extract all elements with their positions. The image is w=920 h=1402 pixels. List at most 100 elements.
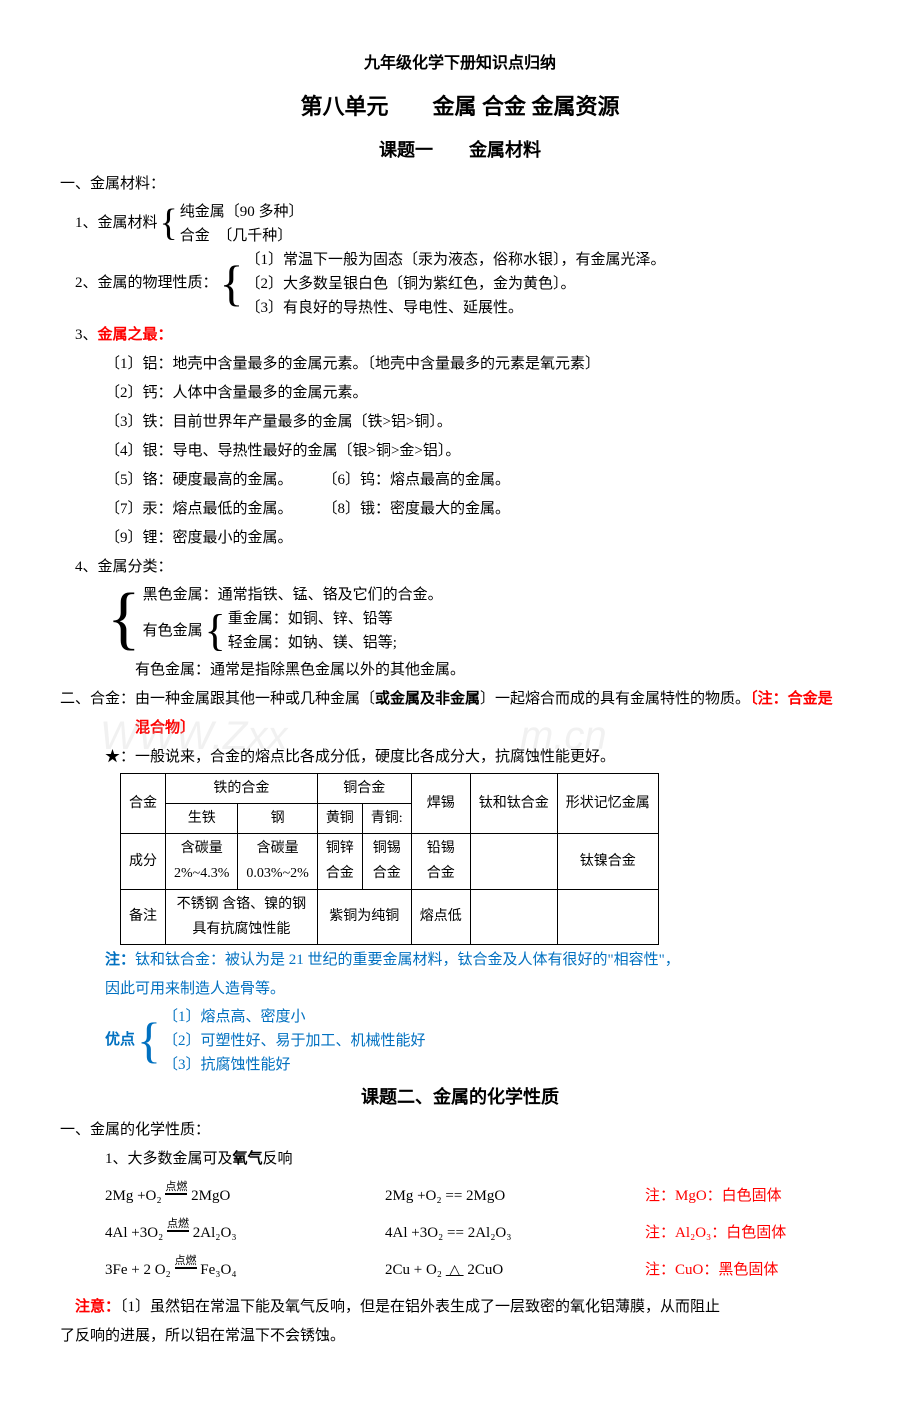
list-item: 〔4〕银：导电、导热性最好的金属〔银>铜>金>铝〕。 [60, 438, 860, 465]
td: 铅锡合金 [411, 834, 470, 889]
td: 含碳量2%~4.3% [166, 834, 238, 889]
td: 熔点低 [411, 889, 470, 944]
cond: 点燃 [175, 1255, 197, 1268]
eq-right: 2CuO [467, 1262, 503, 1278]
alloy-red: 混合物〕 [60, 715, 860, 742]
td: 铜锡合金 [362, 834, 411, 889]
metal-classes: { 黑色金属：通常指铁、锰、铬及它们的合金。 有色金属 { 重金属：如铜、锌、铅… [60, 583, 860, 655]
equation-row: 3Fe + 2 O₂ 点燃 Fe₃O₄ 2Cu + O₂ △ 2CuO 注：Cu… [105, 1257, 860, 1284]
td: 含碳量0.03%~2% [238, 834, 317, 889]
title-red: 金属之最： [98, 327, 173, 343]
warning: 注意：〔1〕虽然铝在常温下能及氧气反响，但是在铝外表生成了一层致密的氧化铝薄膜，… [60, 1294, 860, 1321]
alloy-table: 合金 铁的合金 铜合金 焊锡 钛和钛合金 形状记忆金属 生铁 钢 黄铜 青铜: … [120, 773, 659, 945]
list-item: 〔3〕铁：目前世界年产量最多的金属〔铁>铝>铜〕。 [60, 409, 860, 436]
list-item: 〔2〕钙：人体中含量最多的金属元素。 [60, 380, 860, 407]
label: 2、金属的物理性质： [75, 270, 218, 297]
label: 优点 [105, 1027, 135, 1054]
eq-right: Fe₃O₄ [200, 1262, 236, 1278]
note-blue: 注：钛和钛合金：被认为是 21 世纪的重要金属材料，钛合金及人体有很好的"相容性… [60, 947, 860, 974]
cond: 点燃 [165, 1181, 187, 1194]
td: 备注 [121, 889, 166, 944]
eq-right: 2Al₂O₃ [193, 1225, 237, 1241]
unit-title: 第八单元 金属 合金 金属资源 [60, 87, 860, 127]
td [470, 889, 557, 944]
label: 有色金属 [143, 619, 203, 643]
brace-icon: { [135, 1028, 163, 1053]
triangle-icon: △ [446, 1263, 464, 1278]
section-heading: 4、金属分类： [60, 554, 860, 581]
section-heading: 一、金属的化学性质： [60, 1117, 860, 1144]
section-heading: 3、金属之最： [60, 322, 860, 349]
brace-icon: { [218, 271, 246, 296]
label: 二、合金： [60, 691, 135, 707]
eq-alt: 2Mg +O₂ == 2MgO [385, 1183, 645, 1210]
eq-left: 4Al +3O₂ [105, 1225, 167, 1241]
topic1-title: 课题一 金属材料 [60, 134, 860, 166]
th: 形状记忆金属 [557, 773, 658, 833]
num: 3、 [75, 327, 98, 343]
brace-icon: { [203, 620, 228, 642]
item: 合金 〔几千种〕 [180, 224, 304, 248]
th: 焊锡 [411, 773, 470, 833]
item: 纯金属〔90 多种〕 [180, 200, 304, 224]
item: 〔2〕大多数呈银白色〔铜为紫红色，金为黄色〕。 [246, 272, 666, 296]
list-item: 〔5〕铬：硬度最高的金属。 〔6〕钨：熔点最高的金属。 [60, 467, 860, 494]
item: 〔1〕熔点高、密度小 [163, 1005, 426, 1029]
list-item: 〔9〕锂：密度最小的金属。 [60, 525, 860, 552]
th: 铜合金 [317, 773, 411, 803]
bold: 或金属及非金属 [375, 691, 480, 707]
eq-arrow: 点燃 [167, 1218, 189, 1244]
text: 钛和钛合金：被认为是 21 世纪的重要金属材料，钛合金及人体有很好的"相容性"， [135, 952, 680, 968]
td: 不锈钢 含铬、镍的钢具有抗腐蚀性能 [166, 889, 318, 944]
th: 钢 [238, 803, 317, 833]
red: 〔注：合金是 [750, 691, 833, 707]
item: 〔3〕抗腐蚀性能好 [163, 1053, 426, 1077]
cond: 点燃 [167, 1218, 189, 1231]
topic2-title: 课题二、金属的化学性质 [60, 1081, 860, 1113]
text: 1、大多数金属可及 [105, 1151, 233, 1167]
th: 青铜: [362, 803, 411, 833]
line: 1、大多数金属可及氧气反响 [60, 1146, 860, 1173]
alloy-def: 二、合金：由一种金属跟其他一种或几种金属〔或金属及非金属〕一起熔合而成的具有金属… [60, 686, 860, 713]
item: 〔2〕可塑性好、易于加工、机械性能好 [163, 1029, 426, 1053]
eq-note: 注：Al₂O₃：白色固体 [645, 1220, 860, 1247]
label: 1、金属材料 [75, 210, 158, 237]
eq-arrow: 点燃 [165, 1181, 187, 1207]
text: 由一种金属跟其他一种或几种金属〔 [135, 691, 375, 707]
bold: 氧气 [233, 1151, 263, 1167]
physical-props: 2、金属的物理性质： { 〔1〕常温下一般为固态〔汞为液态，俗称水银〕，有金属光… [60, 248, 860, 320]
td: 钛镍合金 [557, 834, 658, 889]
eq: 2Mg +O₂ 点燃 2MgO [105, 1183, 385, 1210]
td: 铜锌合金 [317, 834, 362, 889]
warning-cont: 了反响的进展，所以铝在常温下不会锈蚀。 [60, 1323, 860, 1350]
advantages: 优点 { 〔1〕熔点高、密度小 〔2〕可塑性好、易于加工、机械性能好 〔3〕抗腐… [60, 1005, 860, 1077]
material-types: 1、金属材料 { 纯金属〔90 多种〕 合金 〔几千种〕 [60, 200, 860, 248]
eq-note: 注：CuO：黑色固体 [645, 1257, 860, 1284]
text: 反响 [263, 1151, 293, 1167]
eq-arrow: 点燃 [175, 1255, 197, 1281]
text: 〕一起熔合而成的具有金属特性的物质。 [480, 691, 750, 707]
brace-icon: { [158, 214, 180, 233]
eq-alt: 4Al +3O₂ == 2Al₂O₃ [385, 1220, 645, 1247]
eq: 3Fe + 2 O₂ 点燃 Fe₃O₄ [105, 1257, 385, 1284]
list-item: 〔1〕铝：地壳中含量最多的金属元素。〔地壳中含量最多的元素是氧元素〕 [60, 351, 860, 378]
brace-icon: { [105, 601, 143, 636]
th: 合金 [121, 773, 166, 833]
eq-left: 3Fe + 2 O₂ [105, 1262, 175, 1278]
th: 铁的合金 [166, 773, 318, 803]
td [557, 889, 658, 944]
eq-alt: 2Cu + O₂ △ 2CuO [385, 1257, 645, 1284]
td: 成分 [121, 834, 166, 889]
section-heading: 一、金属材料： [60, 171, 860, 198]
eq-left: 2Mg +O₂ [105, 1188, 162, 1204]
td [470, 834, 557, 889]
item: 〔1〕常温下一般为固态〔汞为液态，俗称水银〕，有金属光泽。 [246, 248, 666, 272]
eq: 4Al +3O₂ 点燃 2Al₂O₃ [105, 1220, 385, 1247]
label: 注： [105, 952, 135, 968]
list-item: 〔7〕汞：熔点最低的金属。 〔8〕锇：密度最大的金属。 [60, 496, 860, 523]
eq-left: 2Cu + O₂ [385, 1262, 446, 1278]
th: 生铁 [166, 803, 238, 833]
item: 黑色金属：通常指铁、锰、铬及它们的合金。 [143, 583, 443, 607]
eq-note: 注：MgO：白色固体 [645, 1183, 860, 1210]
note: 有色金属：通常是指除黑色金属以外的其他金属。 [60, 657, 860, 684]
